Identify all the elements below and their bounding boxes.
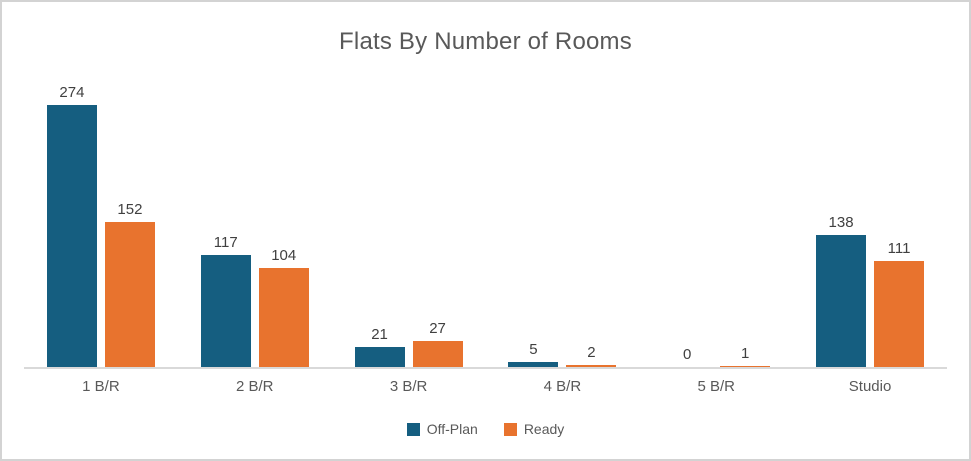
bar-off-plan[interactable] [508, 362, 559, 367]
data-label: 138 [828, 214, 854, 231]
legend-swatch-icon [503, 422, 517, 436]
legend-label: Ready [523, 421, 565, 437]
plot-area: 274 152 117 104 21 27 5 2 0 1 138 111 [24, 77, 947, 369]
bar-wrap: 138 [816, 214, 867, 367]
bar-wrap: 152 [104, 201, 155, 367]
bar-ready[interactable] [720, 366, 771, 367]
bar-off-plan[interactable] [200, 255, 251, 367]
legend-item-off-plan[interactable]: Off-Plan [406, 421, 478, 437]
data-label: 5 [529, 341, 538, 358]
data-label: 274 [59, 84, 85, 101]
bar-wrap: 5 [508, 341, 559, 367]
bar-wrap: 117 [200, 234, 251, 367]
data-label: 152 [117, 201, 143, 218]
bar-ready[interactable] [874, 261, 925, 367]
data-label: 1 [741, 345, 750, 362]
legend-item-ready[interactable]: Ready [503, 421, 565, 437]
bar-ready[interactable] [412, 341, 463, 367]
x-axis-line [24, 367, 947, 369]
bar-wrap: 0 [662, 347, 712, 367]
bar-off-plan[interactable] [46, 105, 97, 367]
legend-label: Off-Plan [426, 421, 478, 437]
bar-wrap: 21 [354, 326, 405, 367]
x-axis-label: 3 B/R [389, 378, 428, 395]
x-axis-label: 2 B/R [235, 378, 274, 395]
legend: Off-Plan Ready [2, 421, 969, 437]
chart-title: Flats By Number of Rooms [339, 28, 632, 55]
bar-wrap: 274 [46, 84, 97, 367]
bar-ready[interactable] [258, 268, 309, 367]
data-label: 111 [887, 240, 911, 257]
bar-group: 21 27 [332, 77, 486, 367]
bar-ready[interactable] [566, 365, 617, 367]
bar-group: 138 111 [793, 77, 947, 367]
x-axis-label: 4 B/R [543, 378, 582, 395]
data-label: 2 [587, 344, 596, 361]
bar-wrap: 111 [874, 240, 925, 367]
x-axis-label: 1 B/R [82, 378, 120, 395]
legend-swatch-icon [406, 422, 420, 436]
bar-wrap: 27 [412, 320, 463, 367]
x-axis-label: Studio [848, 378, 892, 395]
bar-wrap: 104 [258, 247, 309, 367]
bar-off-plan[interactable] [816, 235, 867, 367]
data-label: 104 [271, 247, 297, 264]
bar-off-plan[interactable] [354, 347, 405, 367]
x-axis-labels: 1 B/R 2 B/R 3 B/R 4 B/R 5 B/R Studio [24, 378, 947, 395]
bar-group: 117 104 [178, 77, 332, 367]
data-label: 27 [429, 320, 446, 337]
x-axis-label: 5 B/R [697, 378, 735, 395]
data-label: 117 [213, 234, 238, 251]
bar-group: 274 152 [24, 77, 178, 367]
bar-ready[interactable] [104, 222, 155, 367]
data-label: 21 [371, 326, 388, 343]
data-label: 0 [683, 346, 692, 363]
bar-wrap: 1 [720, 345, 771, 367]
bar-groups: 274 152 117 104 21 27 5 2 0 1 138 111 [24, 77, 947, 367]
bar-wrap: 2 [566, 344, 617, 367]
